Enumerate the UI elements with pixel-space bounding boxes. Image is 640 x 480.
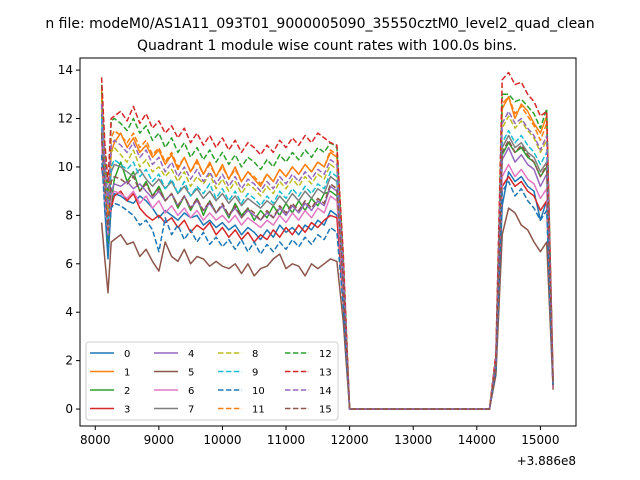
legend-label-0: 0	[124, 349, 130, 360]
legend-label-5: 5	[188, 368, 194, 379]
x-axis: 8000 9000 10000 11000 12000 13000 14000 15000	[80, 426, 559, 447]
x-tick-label: 10000	[203, 433, 241, 447]
y-tick-label: 2	[65, 354, 73, 368]
chart-title: Quadrant 1 module wise count rates with …	[137, 38, 517, 54]
y-tick-label: 10	[58, 160, 73, 174]
x-tick-label: 13000	[394, 433, 432, 447]
legend-label-2: 2	[124, 386, 130, 397]
plot-lines	[100, 71, 554, 410]
x-offset-label: +3.886e8	[517, 454, 576, 468]
legend-label-7: 7	[188, 405, 194, 416]
y-axis: 0 2 4 6 8 10 12 14	[58, 63, 80, 416]
y-tick-label: 0	[65, 402, 73, 416]
x-tick-label: 12000	[331, 433, 369, 447]
series-line-14	[100, 103, 554, 410]
legend-label-14: 14	[319, 386, 332, 397]
y-tick-label: 14	[58, 63, 73, 77]
x-tick-label: 8000	[80, 433, 111, 447]
legend-label-15: 15	[319, 405, 332, 416]
y-tick-label: 8	[65, 208, 73, 222]
legend-box	[85, 341, 339, 421]
y-tick-label: 12	[58, 112, 73, 126]
figure-suptitle: n file: modeM0/AS1A11_093T01_9000005090_…	[45, 16, 594, 32]
x-tick-label: 9000	[144, 433, 175, 447]
x-tick-label: 15000	[521, 433, 559, 447]
legend-label-11: 11	[252, 405, 265, 416]
legend-label-9: 9	[252, 368, 258, 379]
x-tick-label: 14000	[458, 433, 496, 447]
y-tick-label: 6	[65, 257, 73, 271]
legend-label-4: 4	[188, 349, 194, 360]
legend-label-3: 3	[124, 405, 130, 416]
series-line-15	[100, 133, 554, 410]
legend-label-8: 8	[252, 349, 258, 360]
legend-label-1: 1	[124, 368, 130, 379]
y-tick-label: 4	[65, 305, 73, 319]
legend-label-6: 6	[188, 386, 194, 397]
plot-frame	[79, 57, 577, 427]
legend-label-13: 13	[319, 368, 332, 379]
x-tick-label: 11000	[267, 433, 305, 447]
legend-label-10: 10	[252, 386, 265, 397]
legend-label-12: 12	[319, 349, 332, 360]
